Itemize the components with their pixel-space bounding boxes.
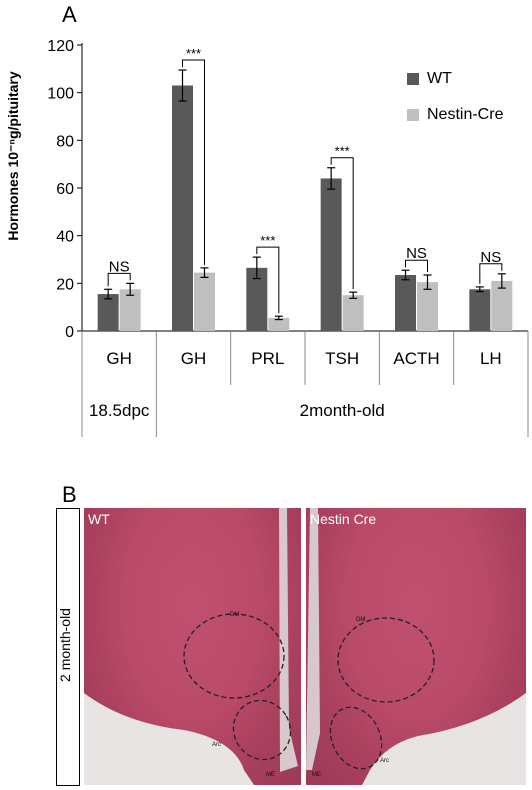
age-label-box: 2 month-old bbox=[56, 508, 80, 786]
dm-outline-wt bbox=[183, 613, 285, 699]
chart-bars: NS *** *** *** NS NS bbox=[97, 46, 513, 332]
x-category-label: GH bbox=[106, 349, 132, 368]
x-category-label: PRL bbox=[251, 349, 284, 368]
y-tick-label: 80 bbox=[56, 133, 74, 150]
significance-bracket bbox=[182, 59, 205, 265]
dm-outline-nestin bbox=[337, 617, 435, 703]
legend-label-nestin: Nestin-Cre bbox=[427, 106, 504, 123]
x-category-label: GH bbox=[181, 349, 207, 368]
arc-label-nestin: Arc bbox=[380, 758, 389, 764]
histology-background-wt bbox=[84, 693, 254, 785]
significance-bracket bbox=[107, 272, 131, 287]
panel-b-letter: B bbox=[62, 482, 77, 507]
bar-wt bbox=[246, 267, 268, 331]
arc-label-wt: Arc bbox=[212, 742, 221, 748]
chart-categories: GH GH PRL TSH ACTH LH 18.5dpc 2month-old bbox=[81, 331, 529, 437]
histology-images: DM Arc ME WT DM Arc ME Nestin Cre bbox=[84, 508, 526, 785]
image-label-wt: WT bbox=[88, 511, 110, 527]
legend-swatch-wt bbox=[407, 73, 419, 85]
panel-a-letter: A bbox=[62, 2, 77, 27]
y-tick-label: 100 bbox=[47, 86, 74, 103]
significance-bracket bbox=[330, 157, 354, 290]
y-tick-label: 0 bbox=[65, 324, 74, 341]
significance-bracket bbox=[479, 263, 503, 284]
significance-label: *** bbox=[186, 46, 201, 61]
bar-nestin bbox=[268, 317, 290, 331]
significance-label: *** bbox=[335, 144, 350, 159]
arc-outline-nestin bbox=[329, 706, 383, 770]
significance-bracket bbox=[256, 246, 280, 314]
significance-label: NS bbox=[109, 258, 130, 275]
significance-label: *** bbox=[260, 233, 275, 248]
histology-image-wt: DM Arc ME WT bbox=[84, 508, 301, 785]
y-tick-label: 20 bbox=[56, 276, 74, 293]
bar-nestin bbox=[342, 295, 364, 331]
legend: WT Nestin-Cre bbox=[407, 68, 503, 140]
x-category-label: LH bbox=[480, 349, 502, 368]
dm-label-wt: DM bbox=[230, 612, 239, 618]
significance-bracket bbox=[405, 259, 428, 272]
bar-nestin bbox=[194, 272, 215, 331]
bar-nestin bbox=[491, 280, 513, 331]
significance-label: NS bbox=[406, 245, 427, 262]
bar-nestin bbox=[119, 289, 141, 331]
arc-outline-wt bbox=[232, 699, 292, 761]
bar-wt bbox=[320, 178, 342, 331]
me-label-wt: ME bbox=[266, 772, 275, 778]
y-tick-label: 40 bbox=[56, 229, 74, 246]
y-tick-label: 120 bbox=[47, 38, 74, 55]
histology-drawing-wt: DM Arc ME bbox=[84, 508, 298, 785]
x-category-label: TSH bbox=[325, 349, 359, 368]
y-axis-label: Hormones 10⁻ⁿg/pituitary bbox=[5, 71, 21, 241]
x-group-label: 2month-old bbox=[300, 401, 385, 420]
dm-label-nestin: DM bbox=[356, 617, 365, 623]
age-label: 2 month-old bbox=[57, 608, 73, 682]
x-category-label: ACTH bbox=[393, 349, 439, 368]
ventricle-wt bbox=[279, 508, 298, 772]
bar-wt bbox=[172, 85, 193, 332]
legend-label-wt: WT bbox=[427, 70, 452, 87]
bar-nestin bbox=[417, 282, 438, 331]
significance-label: NS bbox=[480, 249, 501, 266]
histology-background-nestin bbox=[362, 693, 526, 785]
legend-swatch-nestin bbox=[407, 109, 419, 121]
legend-item-wt: WT bbox=[407, 68, 503, 90]
ventricle-nestin bbox=[306, 508, 320, 770]
bar-wt bbox=[395, 274, 416, 331]
me-label-nestin: ME bbox=[312, 772, 321, 778]
x-group-label: 18.5dpc bbox=[89, 401, 150, 420]
bar-wt bbox=[97, 294, 119, 331]
legend-item-nestin: Nestin-Cre bbox=[407, 104, 503, 126]
bar-wt bbox=[469, 289, 491, 331]
bar-chart: 0 20 40 60 80 100 120 NS *** *** *** NS NS GH GH PRL T… bbox=[47, 38, 529, 437]
histology-drawing-nestin: DM Arc ME bbox=[306, 508, 526, 785]
histology-image-nestin: DM Arc ME Nestin Cre bbox=[306, 508, 526, 785]
y-tick-label: 60 bbox=[56, 181, 74, 198]
image-label-nestin: Nestin Cre bbox=[310, 511, 377, 527]
